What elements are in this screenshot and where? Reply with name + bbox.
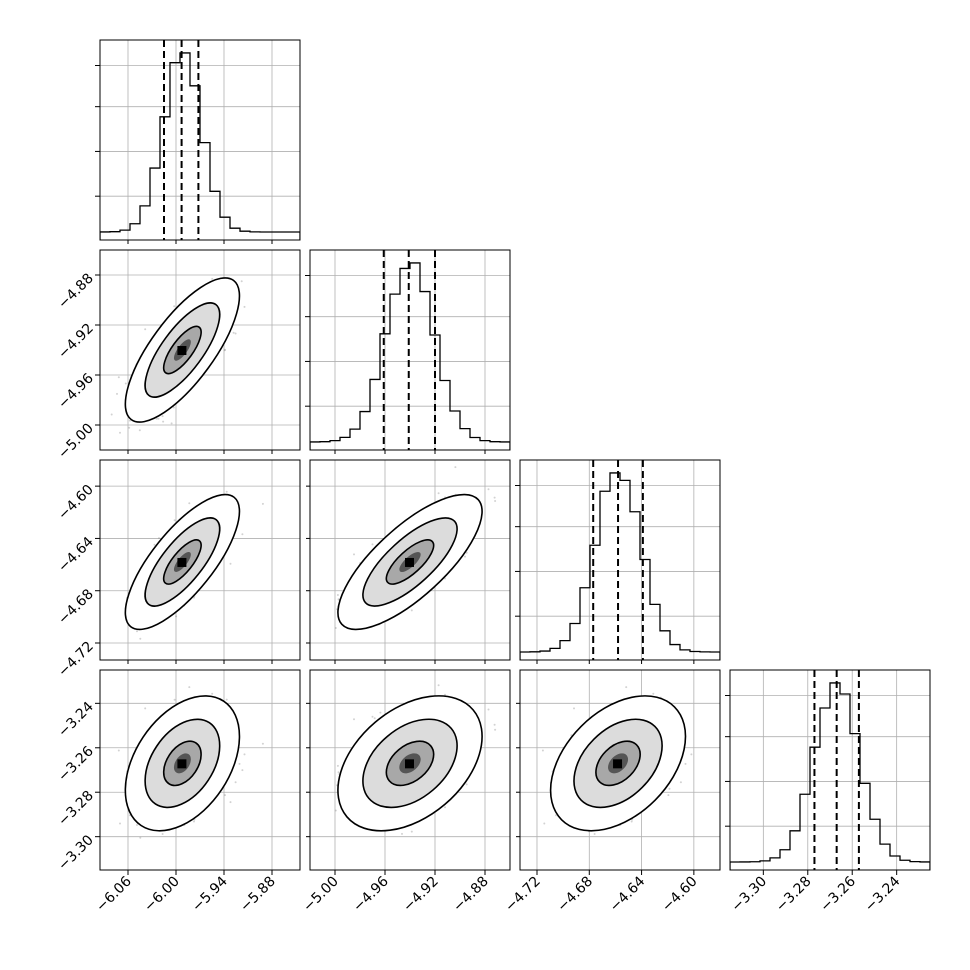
x-tick-label: −3.28 (773, 874, 815, 916)
density-peak (177, 346, 187, 355)
density-peak (177, 557, 187, 567)
hist-panel-2 (515, 459, 721, 664)
scatter-panel-3-1: −5.00 −4.96 −4.92 −4.88 (300, 669, 511, 916)
panel-frame (309, 669, 511, 871)
panel-frame (99, 249, 301, 451)
panel-frame (99, 39, 301, 241)
scatter-panel-1-0: −5.00 −4.96 −4.92 −4.88 (55, 249, 301, 463)
scatter-panel-2-1 (306, 459, 511, 664)
histogram-step (730, 682, 930, 870)
scatter-panel-2-0: −4.72 −4.68 −4.64 −4.60 (55, 459, 301, 681)
density-peak (405, 759, 414, 769)
x-tick-label: −4.88 (450, 874, 492, 916)
y-tick-label: −3.28 (55, 788, 97, 830)
y-tick-label: −4.60 (55, 482, 97, 524)
scatter-panel-3-2: −4.72 −4.68 −4.64 −4.60 (502, 669, 721, 916)
y-tick-label: −4.64 (55, 534, 97, 576)
x-tick-label: −3.26 (817, 873, 859, 915)
density-peak (177, 759, 187, 769)
x-tick-label: −5.94 (189, 873, 231, 915)
panel-frame (99, 459, 301, 661)
y-tick-label: −4.72 (55, 639, 97, 681)
y-tick-label: −3.24 (55, 699, 97, 741)
y-tick-label: −4.96 (55, 370, 97, 412)
y-tick-label: −4.68 (55, 586, 97, 628)
x-tick-label: −4.72 (502, 874, 544, 916)
x-tick-label: −5.88 (237, 874, 279, 916)
panel-frame (519, 669, 721, 871)
x-tick-label: −4.92 (400, 874, 442, 916)
x-tick-label: −5.00 (300, 874, 342, 916)
density-peak (405, 557, 414, 567)
density-peak (613, 759, 623, 769)
hist-panel-3: −3.30 −3.28 −3.26 −3.24 (725, 669, 931, 916)
histogram-step (310, 262, 510, 450)
panel-frame (729, 669, 931, 871)
x-tick-label: −3.24 (862, 873, 904, 915)
scatter-panel-3-0: −6.06 −6.00 −5.94 −5.88 −3.30−3.28−3.26−3.24 (55, 669, 301, 916)
y-tick-label: −4.92 (55, 321, 97, 363)
histogram-step (520, 472, 720, 660)
x-tick-label: −4.64 (607, 873, 649, 915)
hist-panel-0 (95, 39, 301, 244)
panel-frame (99, 669, 301, 871)
panel-frame (309, 249, 511, 451)
y-tick-label: −4.88 (55, 271, 97, 313)
panel-frame (309, 459, 511, 661)
x-tick-label: −4.96 (350, 873, 392, 915)
hist-panel-1 (305, 249, 511, 454)
x-tick-label: −3.30 (729, 874, 771, 916)
x-tick-label: −6.00 (141, 874, 183, 916)
histogram-step (100, 52, 300, 240)
y-tick-label: −5.00 (55, 421, 97, 463)
y-tick-label: −3.30 (55, 832, 97, 874)
x-tick-label: −4.68 (554, 874, 596, 916)
panel-frame (519, 459, 721, 661)
x-tick-label: −4.60 (659, 874, 701, 916)
y-tick-label: −3.26 (55, 743, 97, 785)
x-tick-label: −6.06 (93, 873, 135, 915)
